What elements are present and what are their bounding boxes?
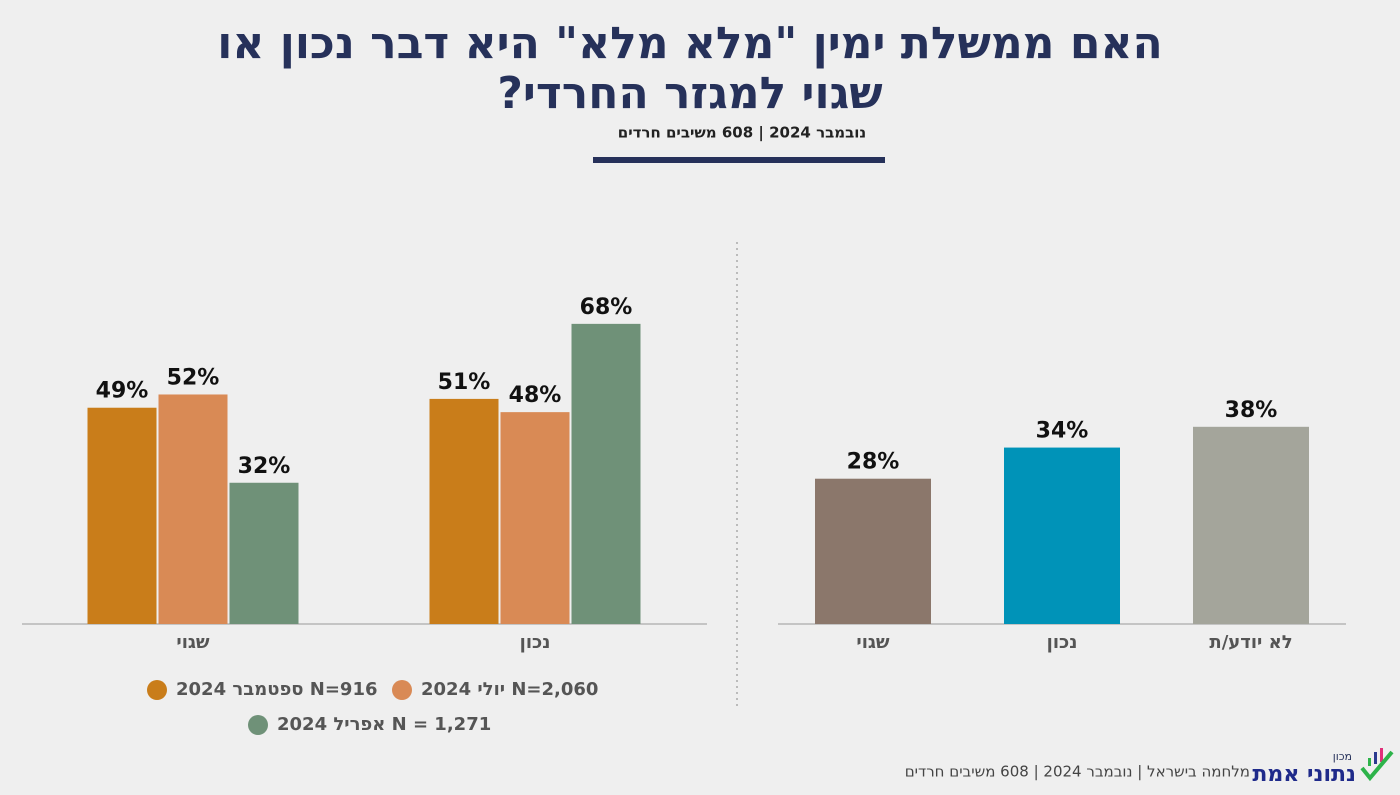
bar <box>429 398 499 624</box>
legend-label: N=916 ספטמבר 2024 <box>176 679 378 700</box>
x-tick-label: שגוי <box>856 632 890 653</box>
footer-source: מלחמה בישראל | נובמבר 2024 | 608 משיבים … <box>905 763 1250 781</box>
x-tick-label: שגוי <box>176 632 210 653</box>
bar <box>158 394 228 624</box>
bar <box>571 323 641 624</box>
legend-swatch <box>147 680 167 700</box>
subtitle: נובמבר 2024 | 608 משיבים חרדים <box>618 124 866 143</box>
value-label: 52% <box>167 365 220 390</box>
bar <box>87 407 157 624</box>
bar <box>1193 426 1309 624</box>
legend-label: N = 1,271 אפריל 2024 <box>277 714 491 735</box>
legend-swatch <box>392 680 412 700</box>
logo-name: נתוני אמת <box>1252 762 1356 787</box>
value-label: 34% <box>1036 419 1089 444</box>
title-underline <box>593 157 885 163</box>
logo-icon <box>1360 748 1394 782</box>
value-label: 49% <box>96 379 149 404</box>
x-tick-label: נכון <box>1047 632 1078 653</box>
title-line: האם ממשלת ימין "מלא מלא" היא דבר נכון או <box>217 18 1162 69</box>
value-label: 68% <box>580 295 633 320</box>
legend-swatch <box>248 715 268 735</box>
bar <box>815 478 931 624</box>
bar <box>500 412 570 624</box>
legend-label: N=2,060 יולי 2024 <box>421 679 598 700</box>
bar <box>229 482 299 624</box>
bar <box>1004 447 1120 624</box>
value-label: 38% <box>1225 398 1278 423</box>
value-label: 48% <box>509 383 562 408</box>
title-line: שגוי למגזר החרדי? <box>497 68 882 119</box>
value-label: 32% <box>238 454 291 479</box>
x-tick-label: לא יודע/ת <box>1209 632 1292 653</box>
value-label: 51% <box>438 370 491 395</box>
x-tick-label: נכון <box>520 632 551 653</box>
logo-small: מכון <box>1333 750 1352 763</box>
value-label: 28% <box>847 450 900 475</box>
